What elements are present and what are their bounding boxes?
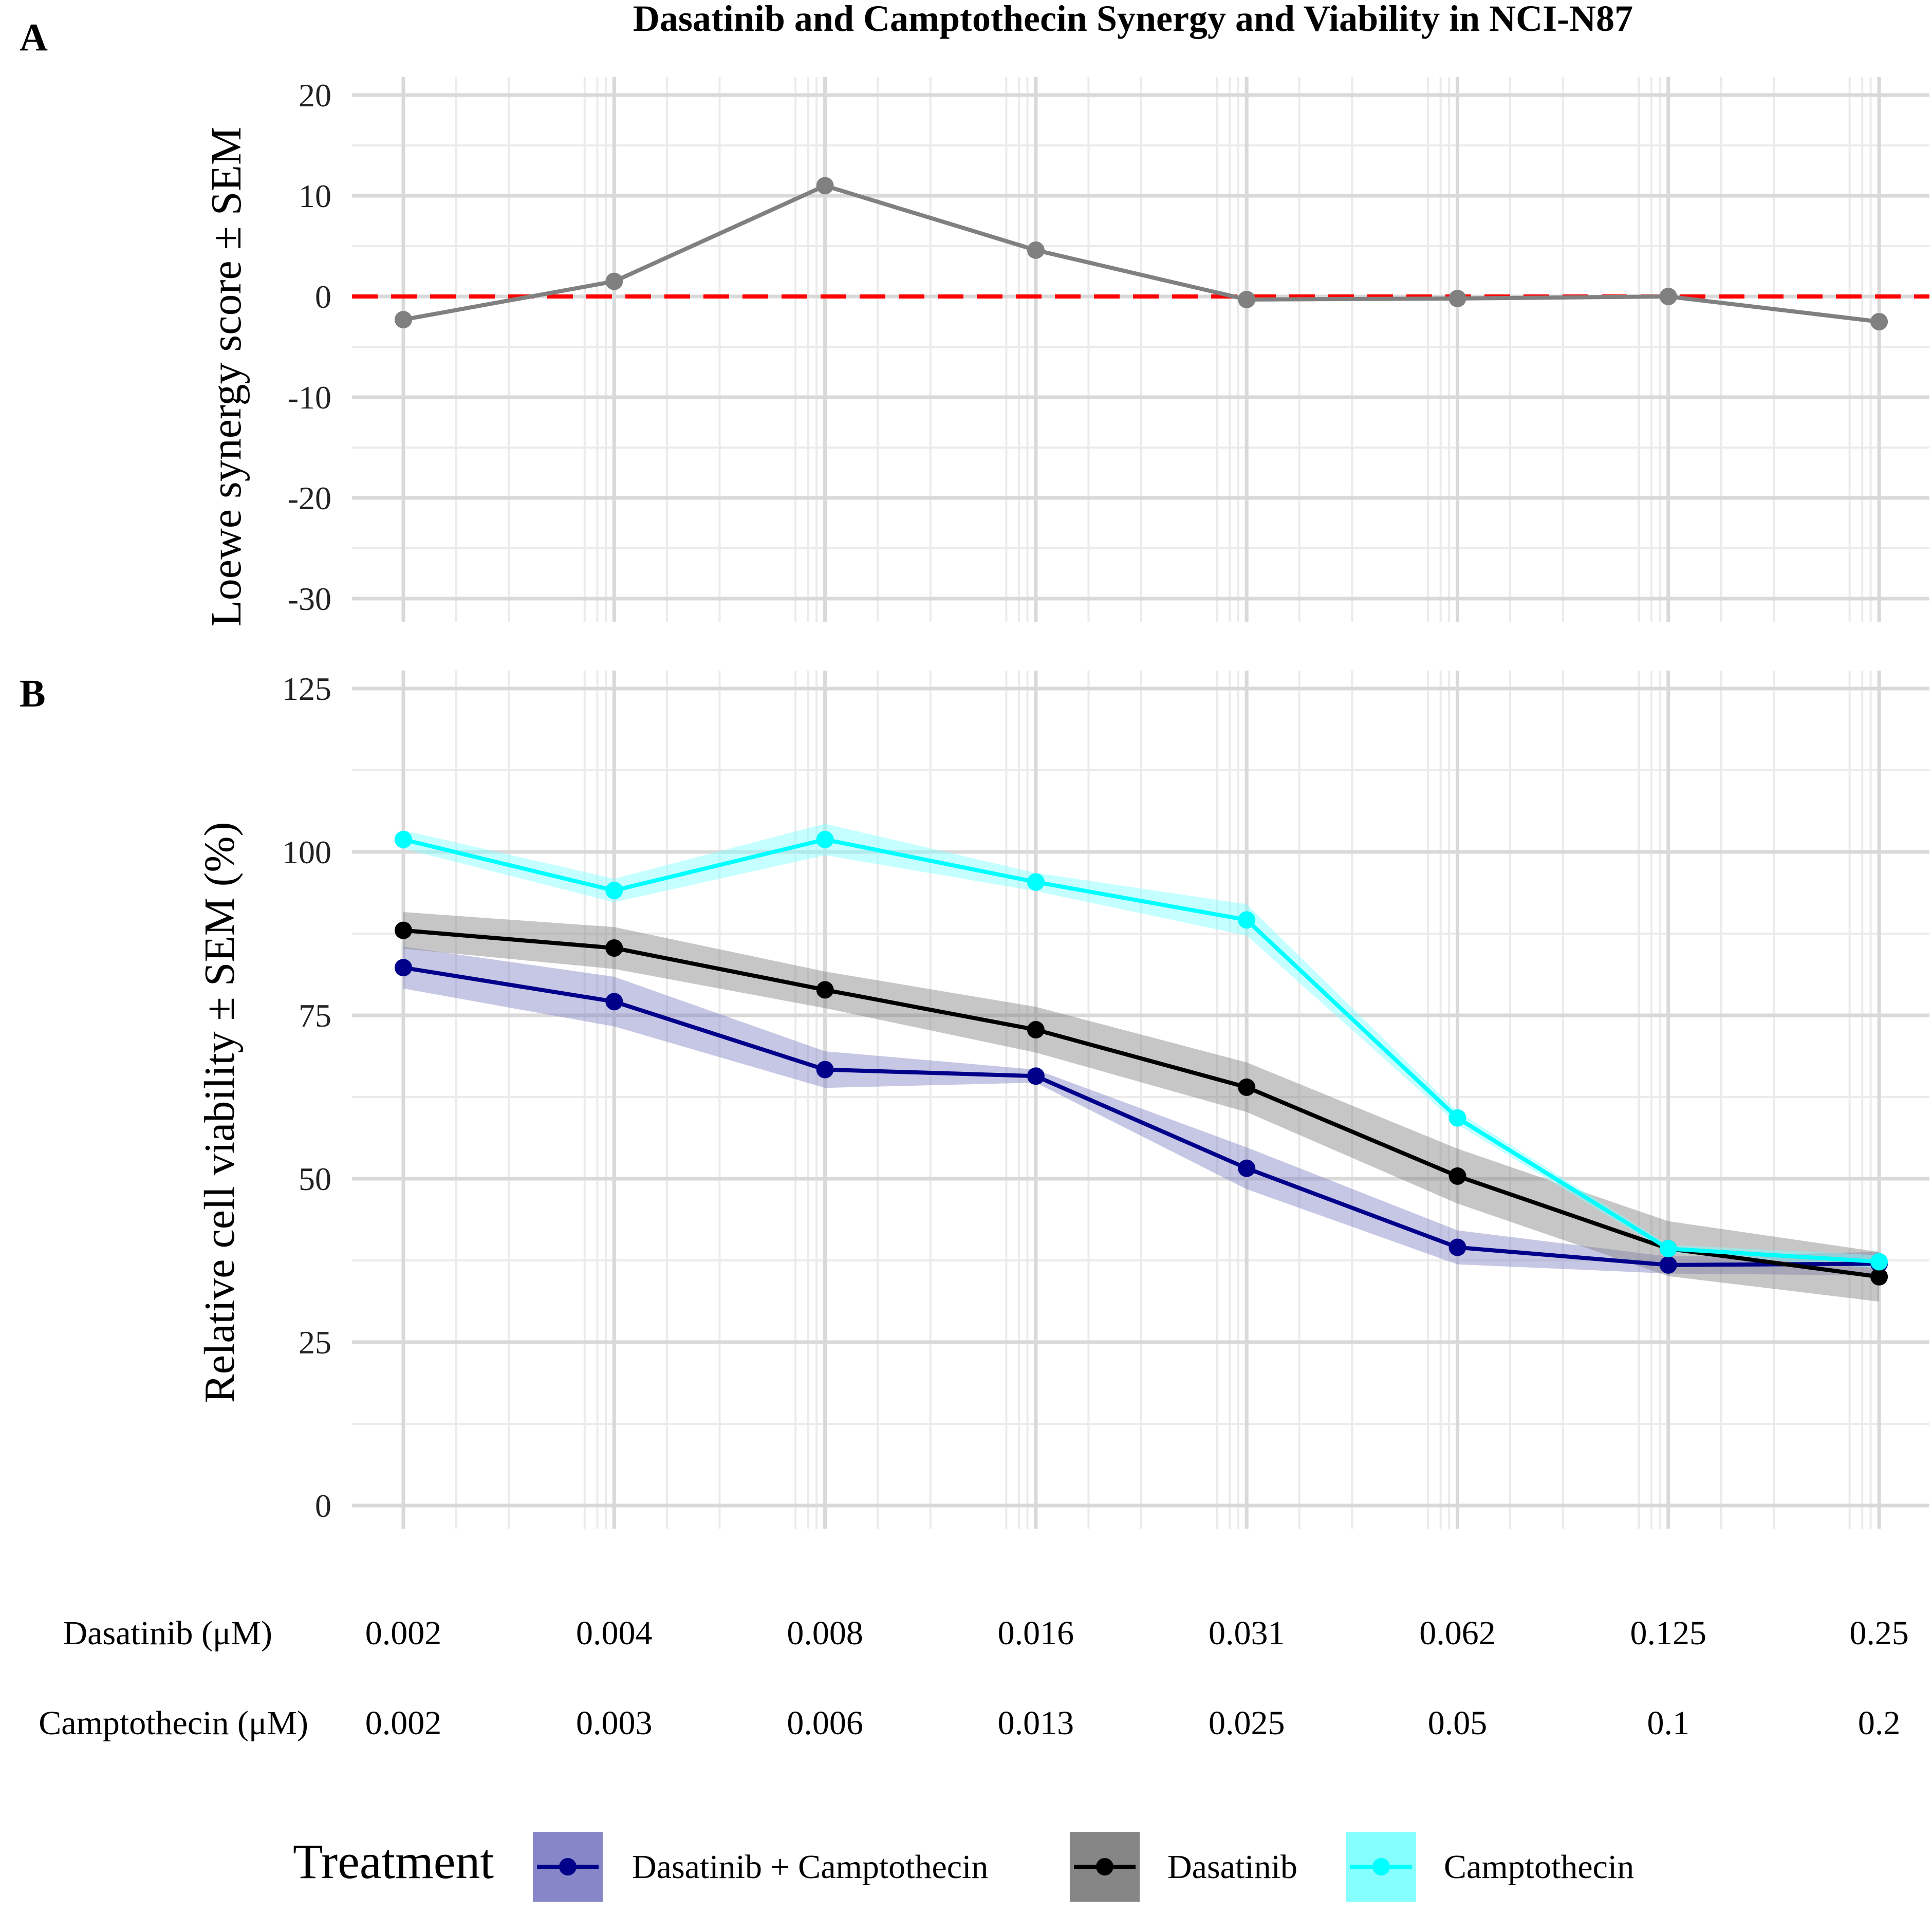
panel-a-y-tick-label: -30 [288, 581, 331, 617]
synergy-point [1870, 313, 1888, 330]
dose-tick-label: 0.062 [1419, 1614, 1496, 1652]
synergy-point [1659, 288, 1677, 305]
legend-key-point [1372, 1858, 1390, 1875]
synergy-point [605, 272, 623, 290]
dose-tick-label: 0.013 [998, 1704, 1074, 1742]
viability-point [816, 830, 834, 848]
dose-tick-label: 0.025 [1209, 1704, 1285, 1742]
panel-b-y-axis-label: Relative cell viability ± SEM (%) [196, 822, 244, 1403]
viability-point [605, 939, 623, 957]
sem-ribbon [403, 912, 1880, 1302]
panel-a-y-tick-label: -20 [288, 480, 331, 516]
panel-b-y-tick-label: 100 [282, 834, 331, 870]
viability-point [816, 1061, 834, 1079]
panel-b-y-tick-label: 0 [315, 1488, 331, 1524]
panel-a-y-tick-label: 20 [299, 77, 331, 114]
panel-b-y-tick-label: 125 [282, 671, 331, 707]
viability-point [1238, 1159, 1256, 1177]
viability-point [1448, 1238, 1466, 1256]
dose-tick-label: 0.004 [576, 1614, 653, 1652]
dose-tick-label: 0.008 [787, 1614, 863, 1652]
panel-label-a: A [20, 16, 48, 59]
legend-key-point [559, 1858, 577, 1875]
legend: Treatment Dasatinib + Camptothecin Dasatin… [293, 1832, 1634, 1902]
viability-point [605, 993, 623, 1011]
viability-point [395, 921, 412, 939]
viability-point [1027, 1067, 1045, 1085]
chart-title: Dasatinib and Camptothecin Synergy and V… [633, 0, 1633, 39]
panel-b-viability-plot: 0 25 50 75 100 125 [282, 671, 1929, 1529]
synergy-point [816, 177, 834, 195]
dose-row-label: Camptothecin (μM) [39, 1704, 308, 1742]
panel-a-synergy-plot: -30 -20 -10 0 10 20 [288, 77, 1929, 622]
viability-point [1238, 1078, 1256, 1096]
legend-item-label: Dasatinib [1167, 1848, 1297, 1886]
viability-point [1448, 1167, 1466, 1185]
viability-point [816, 981, 834, 999]
viability-point [395, 830, 412, 848]
viability-point [605, 882, 623, 900]
viability-point [1027, 1020, 1045, 1038]
panel-label-b: B [20, 672, 46, 715]
dose-tick-label: 0.002 [365, 1614, 442, 1652]
dose-axis-table: Dasatinib (μM) 0.002 0.004 0.008 0.016 0.031 0… [39, 1614, 1909, 1742]
legend-key-point [1096, 1858, 1113, 1875]
viability-point [1659, 1240, 1677, 1258]
sem-ribbon [403, 824, 1880, 1269]
viability-point [1870, 1268, 1888, 1286]
synergy-point [1238, 290, 1256, 308]
dose-tick-label: 0.25 [1849, 1614, 1909, 1652]
sem-ribbon [403, 946, 1880, 1276]
dose-tick-label: 0.031 [1209, 1614, 1285, 1652]
dose-tick-label: 0.2 [1858, 1704, 1901, 1742]
panel-a-y-tick-label: -10 [288, 379, 331, 416]
dose-tick-label: 0.002 [365, 1704, 442, 1742]
viability-point [395, 959, 412, 977]
viability-line [403, 837, 1880, 1264]
synergy-line [403, 183, 1880, 324]
dose-tick-label: 0.006 [787, 1704, 863, 1742]
panel-b-y-tick-label: 75 [299, 997, 331, 1034]
viability-point [1238, 911, 1256, 929]
panel-a-y-tick-label: 0 [315, 278, 331, 315]
dose-tick-label: 0.1 [1647, 1704, 1690, 1742]
viability-line [403, 965, 1880, 1267]
viability-point [1027, 873, 1045, 891]
dose-tick-label: 0.003 [576, 1704, 653, 1742]
viability-line [403, 928, 1880, 1279]
panel-a-y-tick-label: 10 [299, 178, 331, 214]
panel-a-y-axis-label: Loewe synergy score ± SEM [202, 126, 250, 626]
legend-title: Treatment [293, 1834, 494, 1889]
viability-point [1448, 1109, 1466, 1127]
synergy-point [1027, 241, 1045, 259]
panel-b-y-tick-label: 25 [299, 1324, 331, 1361]
dose-tick-label: 0.125 [1630, 1614, 1707, 1652]
synergy-point [1448, 289, 1466, 307]
viability-point [1659, 1256, 1677, 1274]
panel-b-y-tick-label: 50 [299, 1161, 331, 1197]
dose-tick-label: 0.016 [998, 1614, 1074, 1652]
dose-tick-label: 0.05 [1428, 1704, 1488, 1742]
synergy-point [395, 311, 412, 329]
viability-point [1870, 1253, 1888, 1271]
legend-item-label: Camptothecin [1444, 1848, 1634, 1886]
dose-row-label: Dasatinib (μM) [63, 1614, 272, 1652]
legend-item-label: Dasatinib + Camptothecin [632, 1848, 988, 1886]
